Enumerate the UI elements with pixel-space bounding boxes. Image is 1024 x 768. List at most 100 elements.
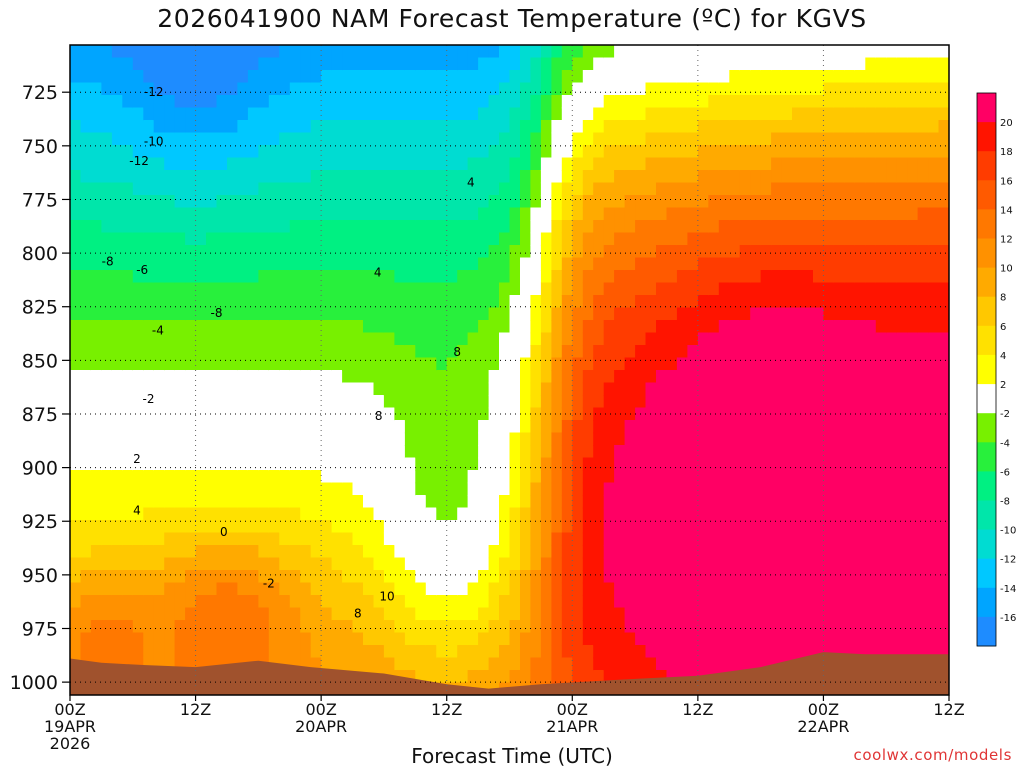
field-cell xyxy=(206,582,218,596)
field-cell xyxy=(603,45,615,59)
field-cell xyxy=(363,82,375,96)
field-cell xyxy=(572,520,584,534)
field-cell xyxy=(258,295,270,309)
field-cell xyxy=(436,395,448,409)
field-cell xyxy=(792,445,804,459)
field-cell xyxy=(875,132,888,146)
field-cell xyxy=(122,207,134,221)
field-cell xyxy=(729,307,741,321)
field-cell xyxy=(928,107,940,121)
field-cell xyxy=(520,257,532,271)
field-cell xyxy=(865,520,877,534)
field-cell xyxy=(697,82,710,96)
field-cell xyxy=(865,445,877,459)
field-cell xyxy=(603,470,615,484)
field-cell xyxy=(823,420,835,434)
field-cell xyxy=(530,57,542,71)
field-cell xyxy=(865,470,877,484)
field-cell xyxy=(509,557,521,571)
field-cell xyxy=(582,420,595,434)
field-cell xyxy=(195,332,207,346)
field-cell xyxy=(373,307,385,321)
field-cell xyxy=(624,645,636,659)
field-cell xyxy=(164,170,176,184)
field-cell xyxy=(174,207,186,221)
field-cell xyxy=(122,395,134,409)
field-cell xyxy=(635,57,647,71)
field-cell xyxy=(101,95,113,109)
field-cell xyxy=(352,470,364,484)
field-cell xyxy=(331,632,343,646)
field-cell xyxy=(603,207,615,221)
field-cell xyxy=(781,407,793,421)
field-cell xyxy=(216,145,228,159)
field-cell xyxy=(321,307,333,321)
field-cell xyxy=(80,332,92,346)
field-cell xyxy=(896,507,908,521)
field-cell xyxy=(530,657,542,671)
field-cell xyxy=(708,545,720,559)
field-cell xyxy=(132,595,145,609)
field-cell xyxy=(540,107,553,121)
field-cell xyxy=(279,70,291,84)
field-cell xyxy=(289,295,302,309)
field-cell xyxy=(676,420,689,434)
field-cell xyxy=(718,507,731,521)
field-cell xyxy=(279,232,291,246)
field-cell xyxy=(739,45,751,59)
field-cell xyxy=(227,645,239,659)
field-cell xyxy=(645,657,657,671)
field-cell xyxy=(478,232,490,246)
field-cell xyxy=(645,307,657,321)
field-cell xyxy=(582,132,595,146)
field-cell xyxy=(729,457,741,471)
field-cell xyxy=(938,632,949,646)
field-cell xyxy=(697,395,710,409)
field-cell xyxy=(164,145,176,159)
field-cell xyxy=(750,70,762,84)
field-cell xyxy=(80,320,92,334)
field-cell xyxy=(289,220,302,234)
field-cell xyxy=(907,645,919,659)
field-cell xyxy=(656,107,668,121)
field-cell xyxy=(854,120,867,134)
field-cell xyxy=(687,320,699,334)
field-cell xyxy=(258,282,270,296)
field-cell xyxy=(718,520,731,534)
field-cell xyxy=(886,482,898,496)
field-cell xyxy=(844,157,856,171)
field-cell xyxy=(425,345,438,359)
x-tick-label: 12Z xyxy=(431,700,462,719)
field-cell xyxy=(614,295,626,309)
field-cell xyxy=(300,645,312,659)
field-cell xyxy=(185,370,197,384)
field-cell xyxy=(195,657,207,671)
field-cell xyxy=(321,382,333,396)
field-cell xyxy=(928,482,940,496)
field-cell xyxy=(729,520,741,534)
field-cell xyxy=(143,295,155,309)
field-cell xyxy=(488,245,500,259)
field-cell xyxy=(938,170,949,184)
field-cell xyxy=(917,70,929,84)
field-cell xyxy=(614,557,626,571)
field-cell xyxy=(917,307,929,321)
field-cell xyxy=(101,70,113,84)
field-cell xyxy=(530,457,542,471)
field-cell xyxy=(603,157,615,171)
field-cell xyxy=(258,545,270,559)
field-cell xyxy=(300,370,312,384)
field-cell xyxy=(509,182,521,196)
field-cell xyxy=(938,245,949,259)
field-cell xyxy=(802,132,814,146)
field-cell xyxy=(614,570,626,584)
field-cell xyxy=(153,95,165,109)
field-cell xyxy=(331,332,343,346)
field-cell xyxy=(938,220,949,234)
field-cell xyxy=(718,170,731,184)
field-cell xyxy=(582,595,595,609)
field-cell xyxy=(258,395,270,409)
field-cell xyxy=(833,220,846,234)
field-cell xyxy=(132,457,145,471)
field-cell xyxy=(886,545,898,559)
